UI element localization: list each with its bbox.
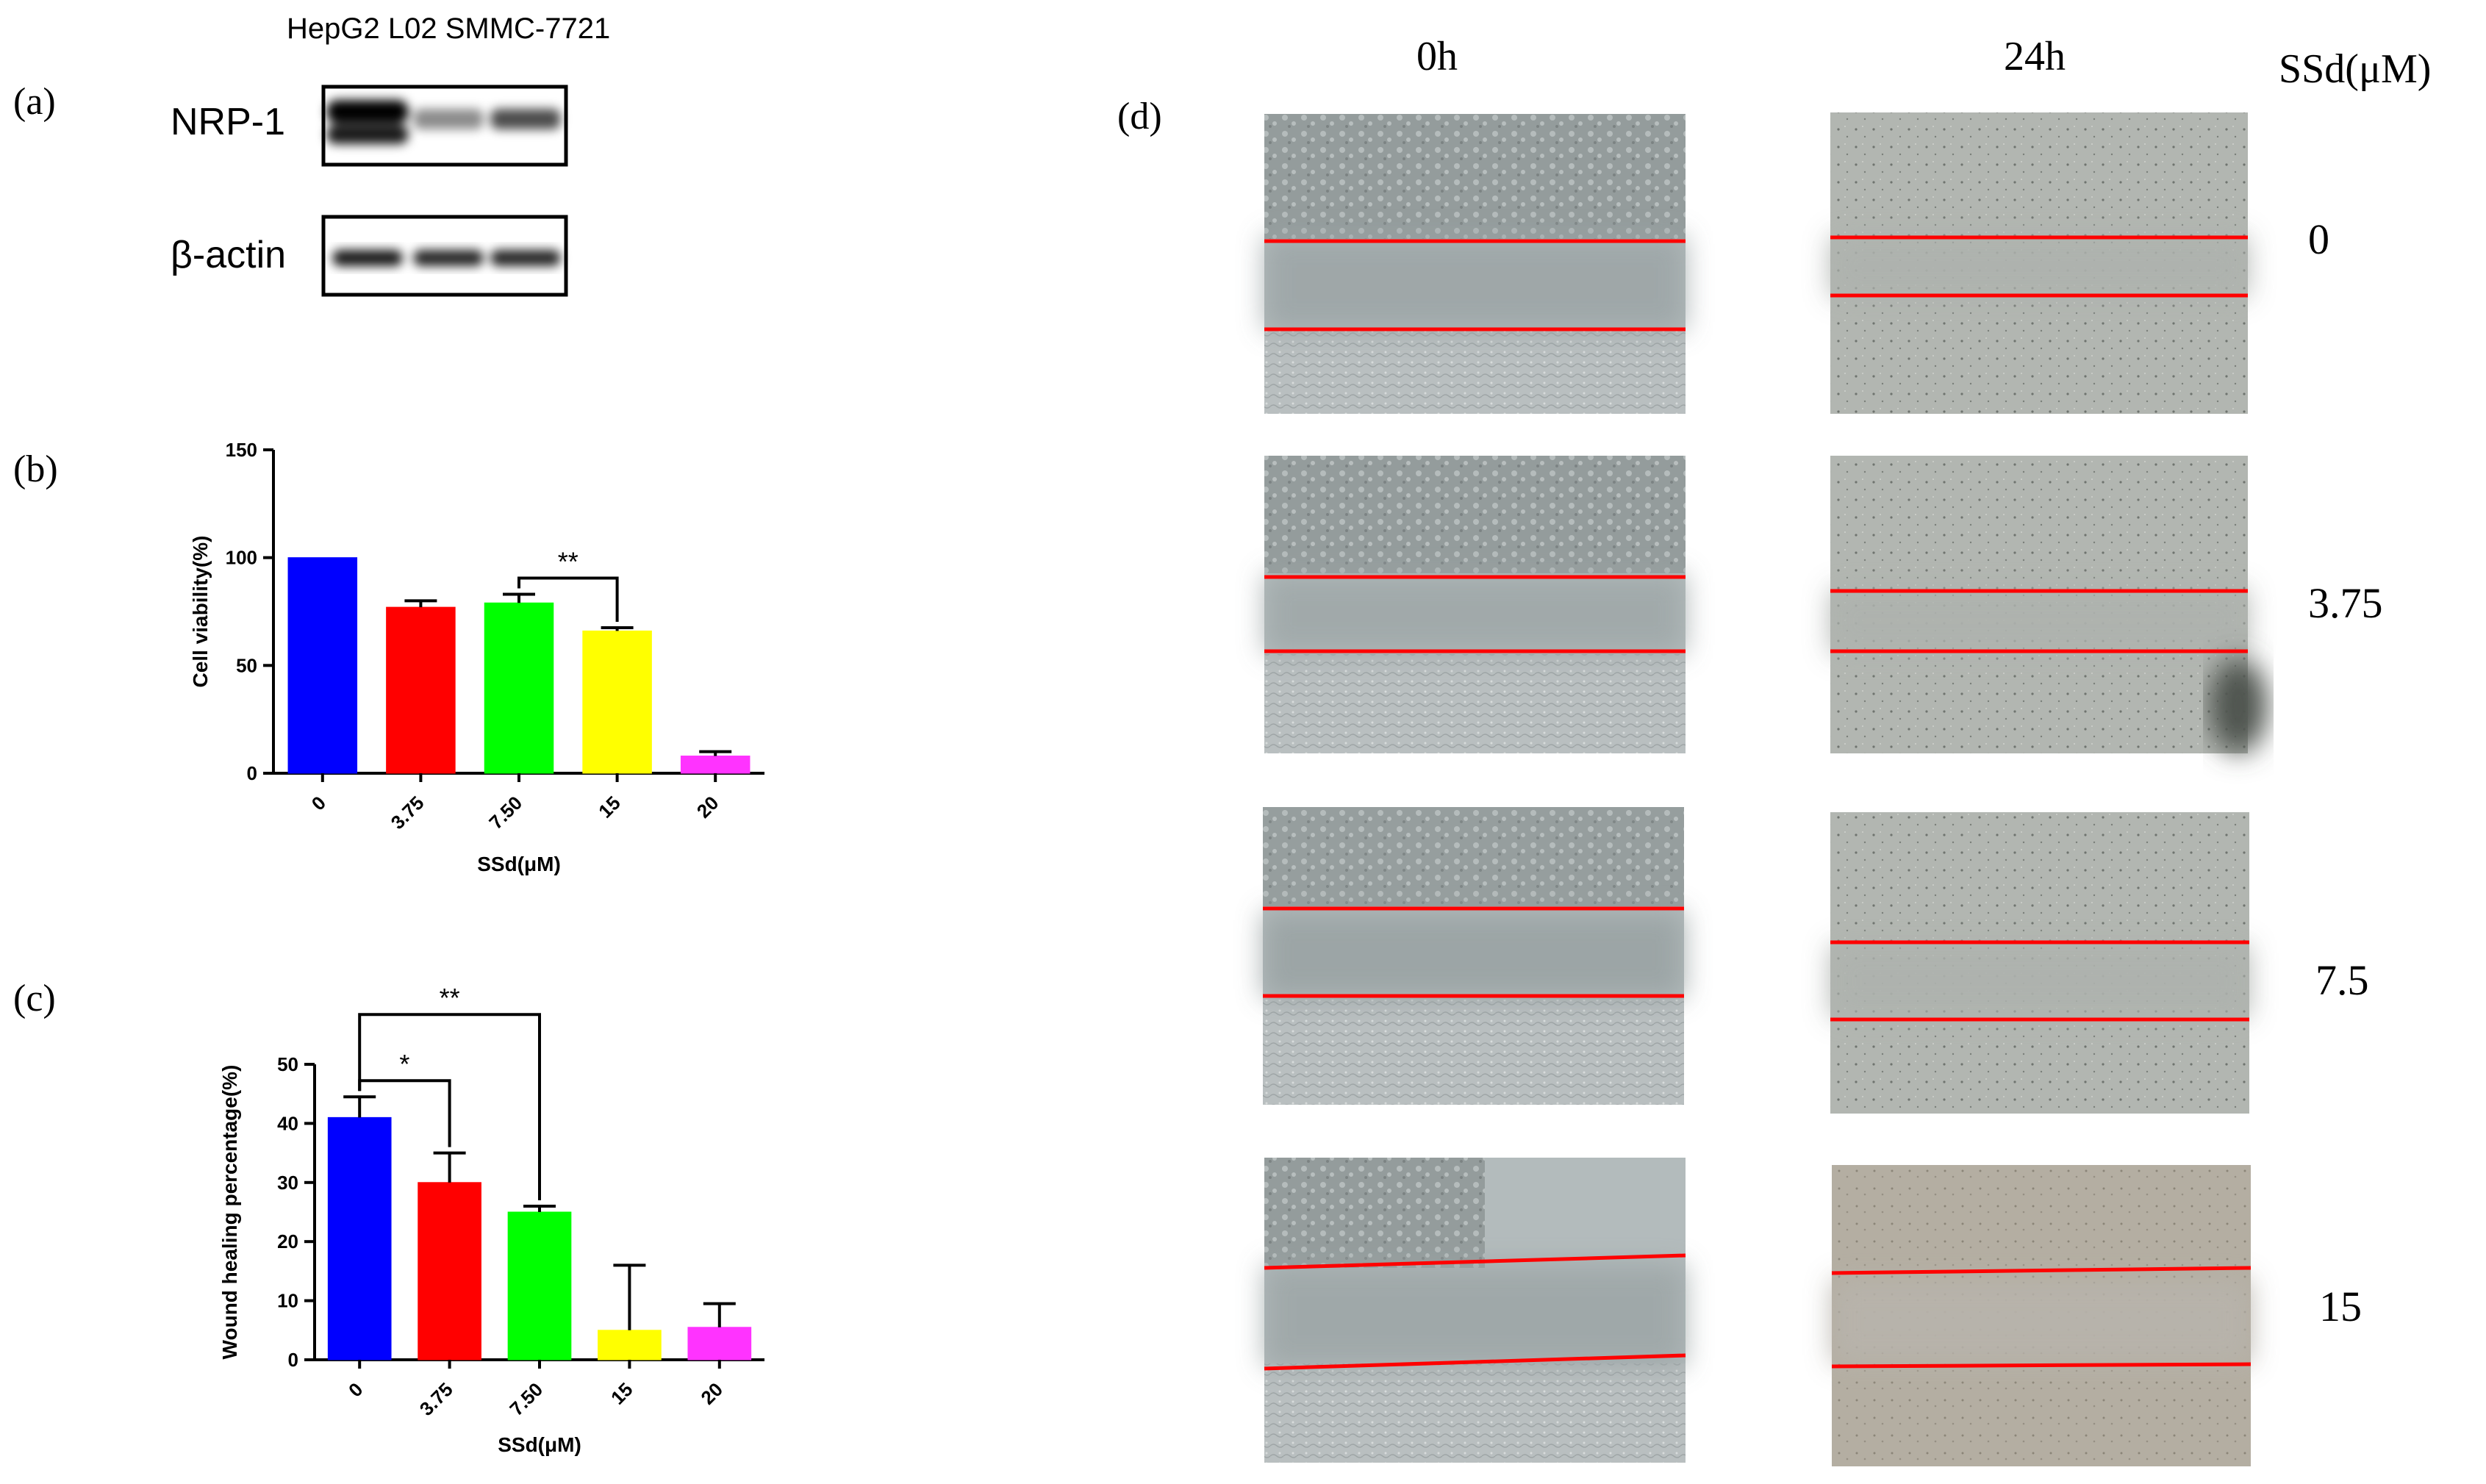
blot-band <box>413 109 484 129</box>
y-tick-label: 100 <box>226 547 257 569</box>
wound-edge-line <box>1264 1253 1686 1270</box>
panel-c-label: (c) <box>13 978 56 1019</box>
bar-3.75 <box>386 606 456 774</box>
wound-edge-line <box>1831 1266 2252 1275</box>
y-tick-label: 30 <box>277 1172 298 1194</box>
y-tick-label: 150 <box>226 439 257 461</box>
x-axis-title: SSd(μM) <box>477 853 561 875</box>
wound-edge-line <box>1264 1353 1686 1371</box>
y-tick-label: 50 <box>236 654 257 676</box>
image-15uM-24h <box>1831 1165 2252 1466</box>
y-axis-title: Wound healing percentage(%) <box>218 1065 241 1360</box>
row-label-15: 15 <box>2319 1283 2362 1330</box>
significance-bracket <box>358 1013 541 1200</box>
bar-15 <box>598 1330 662 1361</box>
col-header-0h: 0h <box>1416 34 1458 79</box>
panel-b: (b) 0 50 100 150 0 3.75 7.50 15 20 ** Cell viabili… <box>13 439 764 875</box>
wound-edge-line <box>1831 1362 2252 1369</box>
blot-nrp1-bands <box>326 100 561 144</box>
blot-label-actin: β-actin <box>171 234 286 276</box>
x-tick-label: 3.75 <box>387 792 429 834</box>
blot-band <box>332 250 403 266</box>
bar-7.50 <box>484 602 554 774</box>
y-tick-label: 20 <box>277 1230 298 1252</box>
image-7-5uM-0h <box>1263 807 1684 1105</box>
x-tick-label: 20 <box>692 792 723 822</box>
significance-label: ** <box>558 547 578 577</box>
y-tick-label: 10 <box>277 1290 298 1312</box>
x-tick-label: 15 <box>594 792 625 822</box>
y-tick-label: 0 <box>247 762 257 784</box>
y-tick-label: 50 <box>277 1053 298 1075</box>
blot-label-nrp1: NRP-1 <box>171 101 285 143</box>
bar-20 <box>687 1327 752 1361</box>
y-tick-label: 0 <box>288 1349 298 1371</box>
bar-7.50 <box>507 1211 572 1361</box>
x-tick-label: 7.50 <box>505 1378 547 1420</box>
panel-d: (d) 0h 24h SSd(μM) 0 3.75 7.5 15 <box>1117 34 2431 1466</box>
image-0uM-24h <box>1830 112 2248 414</box>
row-label-3-75: 3.75 <box>2308 579 2383 627</box>
panel-a: (a) HepG2 L02 SMMC-7721 NRP-1 β-actin <box>13 12 610 297</box>
x-tick-label: 0 <box>344 1378 367 1401</box>
image-3-75uM-0h <box>1264 456 1686 753</box>
y-tick-label: 40 <box>277 1112 298 1134</box>
blot-band <box>490 250 561 266</box>
bar-15 <box>582 630 652 774</box>
chart-b: 0 50 100 150 0 3.75 7.50 15 20 ** Cell viability(%… <box>189 439 764 875</box>
image-0uM-0h <box>1264 114 1686 414</box>
image-3-75uM-24h <box>1830 456 2268 753</box>
x-tick-label: 15 <box>606 1378 637 1409</box>
row-label-0: 0 <box>2308 215 2329 263</box>
significance-label: * <box>399 1049 409 1079</box>
image-7-5uM-24h <box>1830 812 2249 1114</box>
bar-20 <box>680 756 751 774</box>
x-tick-label: 0 <box>307 792 330 814</box>
bar-0 <box>327 1116 392 1361</box>
row-header-title: SSd(μM) <box>2279 46 2431 92</box>
bar-0 <box>287 557 358 774</box>
x-tick-label: 7.50 <box>484 792 526 834</box>
panel-b-label: (b) <box>13 448 58 490</box>
significance-label: ** <box>440 983 460 1013</box>
panel-d-label: (d) <box>1117 96 1162 137</box>
blot-lane-header: HepG2 L02 SMMC-7721 <box>287 12 610 45</box>
image-15uM-0h <box>1264 1158 1686 1463</box>
x-tick-label: 3.75 <box>415 1378 457 1420</box>
bar-3.75 <box>418 1182 481 1361</box>
y-axis-title: Cell viability(%) <box>189 536 212 688</box>
col-header-24h: 24h <box>2004 34 2066 79</box>
x-tick-label: 20 <box>696 1378 727 1409</box>
blot-band <box>326 100 409 123</box>
significance-bracket <box>517 576 619 622</box>
panel-a-label: (a) <box>13 81 56 123</box>
x-axis-title: SSd(μM) <box>498 1433 581 1456</box>
blot-band <box>413 250 484 266</box>
blot-band <box>326 125 409 144</box>
blot-band <box>490 109 561 129</box>
blot-actin-bands <box>332 250 561 266</box>
row-label-7-5: 7.5 <box>2315 956 2369 1004</box>
